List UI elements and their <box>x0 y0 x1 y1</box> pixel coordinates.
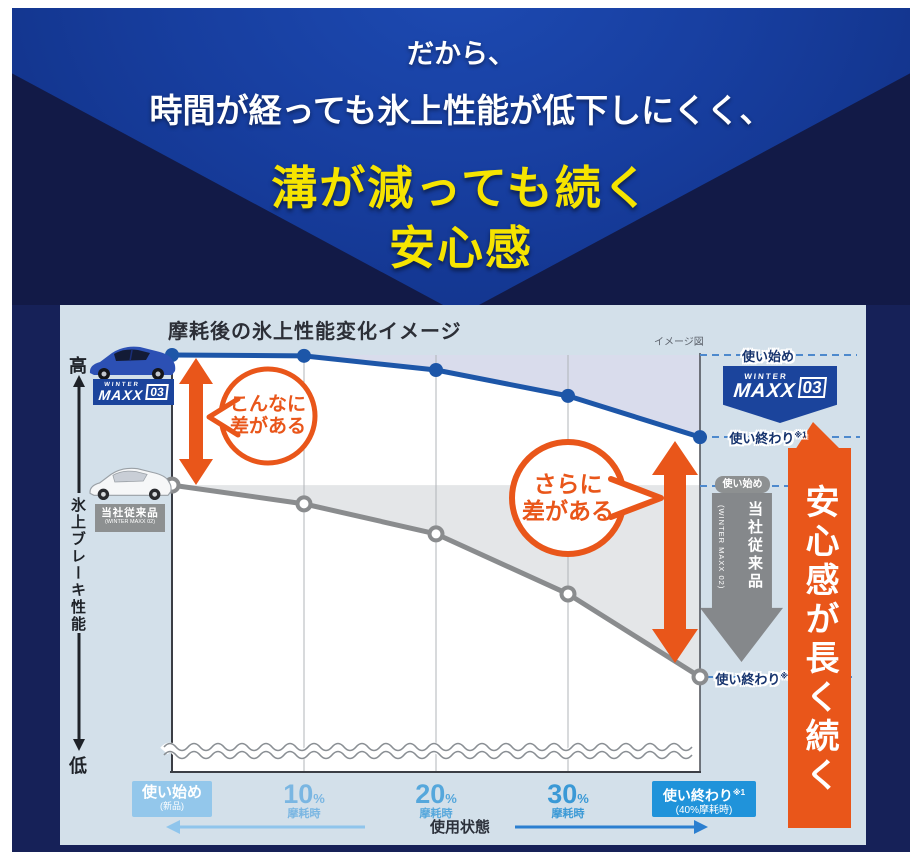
hero-line-3: 溝が減っても続く <box>271 162 651 214</box>
old-tire-end-label: 使い終わり※1 <box>715 671 793 687</box>
reassurance-banner: 安心感が長く続く <box>788 448 851 828</box>
old-tire-start-label: 使い始め <box>715 476 770 493</box>
gap-arrow-left <box>179 358 213 485</box>
reassurance-banner-text: 安心感が長く続く <box>800 484 838 796</box>
x-tick-30pct: 30% 摩耗時 <box>547 779 589 820</box>
orange-annotations <box>179 358 841 663</box>
old-banner-name: 当社従来品 <box>746 501 763 591</box>
logo-03-text: 03 <box>797 376 827 398</box>
callout-bubble-2: さらに 差がある <box>498 471 638 525</box>
bubble-2-line-2: 差がある <box>522 498 614 524</box>
hero-line-4: 安心感 <box>389 222 533 274</box>
logo-03-text: 03 <box>145 384 169 400</box>
bubble-1-line-2: 差がある <box>229 416 306 437</box>
logo-maxx-text: MAXX <box>732 380 797 402</box>
chart-title: 摩耗後の氷上性能変化イメージ <box>168 321 462 343</box>
y-axis-low-label: 低 <box>69 756 87 776</box>
winter-maxx-03-logo: WINTER MAXX 03 <box>97 382 169 403</box>
bubble-2-tail <box>608 476 664 520</box>
x-tick-10pct: 10% 摩耗時 <box>283 779 325 820</box>
image-disclaimer-note: イメージ図 <box>654 337 704 348</box>
y-axis-title: 氷上ブレーキ性能 <box>69 497 86 633</box>
gap-arrow-right <box>652 441 698 663</box>
new-tire-start-label: 使い始め <box>741 349 794 364</box>
axis-break-wave <box>160 742 696 760</box>
x-axis-title: 使用状態 <box>429 819 490 836</box>
blue-car-icon <box>89 346 176 380</box>
x-axis-arrows <box>166 820 708 834</box>
orange-banner-tail <box>795 422 841 450</box>
hero-banner: だから、 時間が経っても氷上性能が低下しにくく、 溝が減っても続く 安心感 <box>12 8 910 305</box>
old-banner-subname: (WINTER MAXX 02) <box>717 505 726 590</box>
hero-line-2: 時間が経っても氷上性能が低下しにくく、 <box>149 92 773 129</box>
bubble-1-line-1: こんなに <box>229 394 306 415</box>
y-axis-high-label: 高 <box>69 356 87 376</box>
new-tire-end-label: 使い終わり※1 <box>729 430 807 446</box>
chart-figure: 摩耗後の氷上性能変化イメージ イメージ図 高 氷上ブレーキ性能 低 WINTER… <box>60 305 866 845</box>
old-product-name: 当社従来品 <box>101 507 159 519</box>
white-car-icon <box>89 467 172 501</box>
winter-maxx-03-legend-badge: WINTER MAXX 03 <box>93 379 174 405</box>
x-tick-end: 使い終わり※1 (40%摩耗時) <box>652 781 756 817</box>
old-product-subname: (WINTER MAXX 02) <box>104 519 156 525</box>
winter-maxx-03-logo-large: WINTER MAXX 03 <box>732 372 828 402</box>
x-tick-20pct: 20% 摩耗時 <box>415 779 457 820</box>
hero-line-1: だから、 <box>407 39 515 69</box>
navy-frame: だから、 時間が経っても氷上性能が低下しにくく、 溝が減っても続く 安心感 <box>12 8 910 852</box>
x-tick-start: 使い始め (新品) <box>132 781 212 817</box>
bubble-2-line-1: さらに <box>533 471 603 497</box>
callout-bubble-1: こんなに 差がある <box>208 394 328 438</box>
chart-canvas <box>73 348 860 834</box>
y-axis-arrow <box>73 375 85 751</box>
bubble-1-tail <box>206 396 241 438</box>
logo-maxx-text: MAXX <box>97 387 145 403</box>
old-product-legend-badge: 当社従来品 (WINTER MAXX 02) <box>95 504 165 532</box>
